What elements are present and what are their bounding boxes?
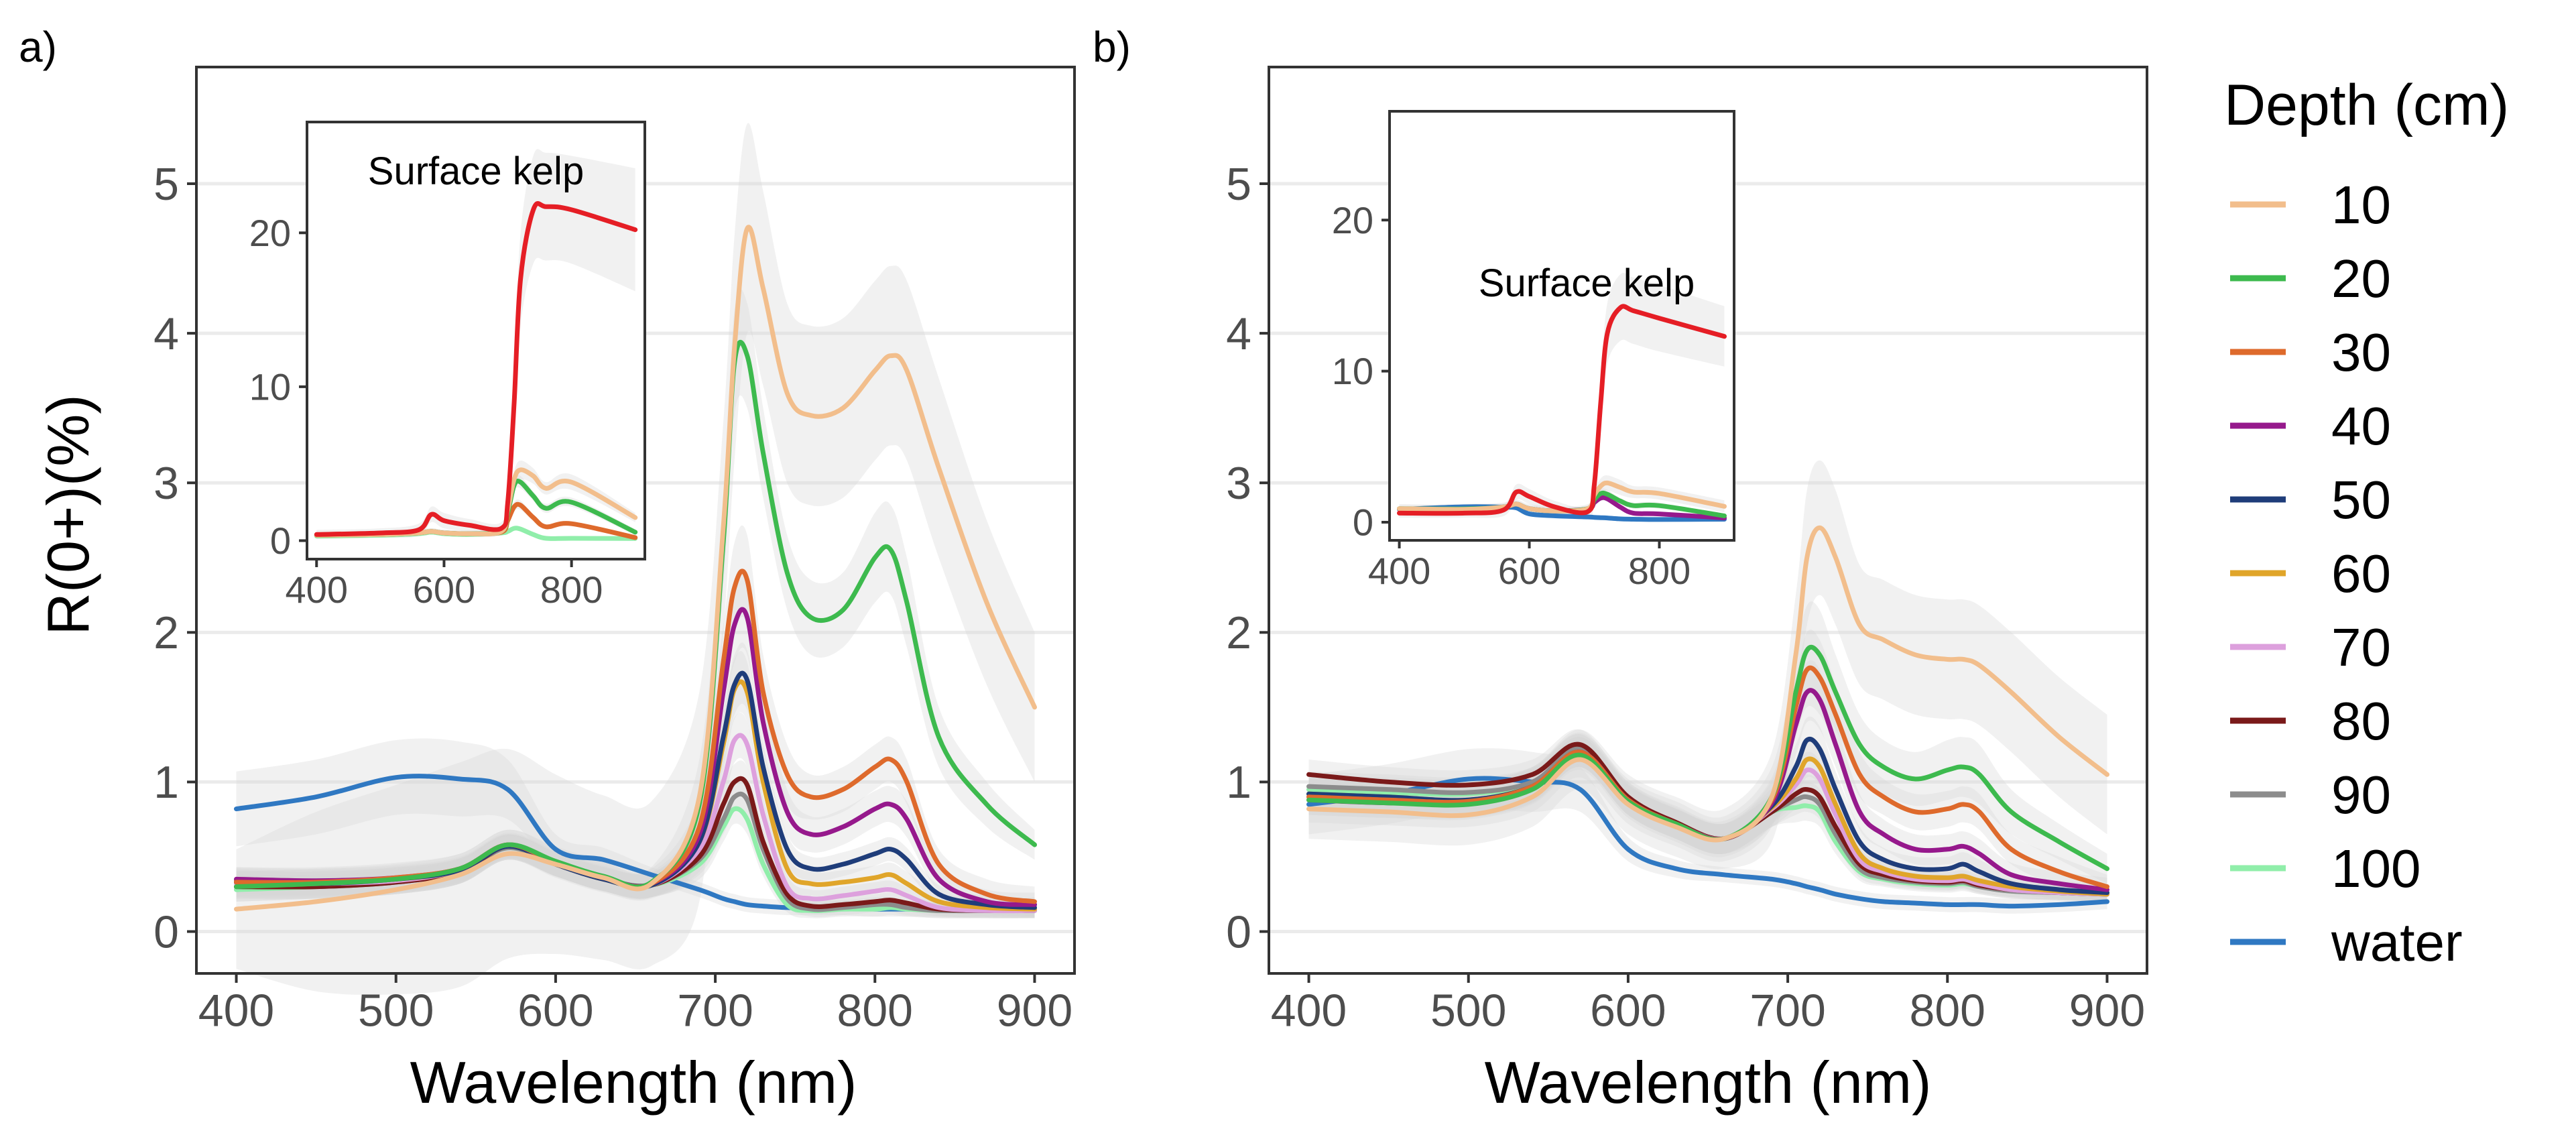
main-b-plot-frame bbox=[1268, 66, 2148, 975]
legend-label-water: water bbox=[2331, 912, 2463, 972]
main-a-y-tick-label-1: 1 bbox=[154, 757, 179, 808]
inset-b-y-tick-label-0: 0 bbox=[1353, 501, 1373, 544]
inset-b-plot-background bbox=[1390, 111, 1734, 540]
inset-b-series-surface-kelp bbox=[1397, 304, 1727, 516]
inset-a-band-10 bbox=[316, 461, 635, 538]
inset-title-a: Surface kelp bbox=[368, 149, 584, 193]
main-b-x-tick-label-600: 600 bbox=[1590, 985, 1666, 1036]
inset-a-band-surface-kelp bbox=[316, 149, 635, 540]
legend-label-20: 20 bbox=[2331, 249, 2391, 308]
legend-label-80: 80 bbox=[2331, 691, 2391, 751]
main-a-y-tick-label-4: 4 bbox=[154, 308, 179, 359]
main-b-band-20 bbox=[1308, 601, 2107, 884]
main-b-series-20 bbox=[1306, 644, 2109, 872]
main-b-band-50 bbox=[1308, 716, 2107, 902]
main-b-band-40 bbox=[1308, 660, 2107, 902]
main-b-y-tick-label-3: 3 bbox=[1226, 458, 1251, 509]
main-a-x-tick-label-900: 900 bbox=[997, 985, 1072, 1036]
legend-label-100: 100 bbox=[2331, 839, 2420, 898]
inset-b-band-surface-kelp bbox=[1399, 273, 1725, 519]
main-b-x-tick-label-400: 400 bbox=[1271, 985, 1347, 1036]
main-a-plot-frame bbox=[195, 66, 1076, 975]
legend-label-30: 30 bbox=[2331, 322, 2391, 382]
inset-a: 400 600 800 0 10 20 Surface kelp bbox=[249, 121, 646, 611]
inset-a-x-tick-label-800: 800 bbox=[540, 568, 603, 611]
legend-title: Depth (cm) bbox=[2224, 73, 2509, 137]
inset-b-y-tick-label-20: 20 bbox=[1332, 199, 1373, 241]
main-a-band-100 bbox=[236, 793, 1035, 918]
main-a-x-tick-label-600: 600 bbox=[517, 985, 593, 1036]
main-a-y-tick-label-3: 3 bbox=[154, 458, 179, 509]
legend-label-50: 50 bbox=[2331, 470, 2391, 530]
panel-label-b: b) bbox=[1093, 23, 1131, 71]
panel-b: 400 500 600 700 800 900 0 1 2 3 4 5 400 600 800 0 10 20 Su… bbox=[1226, 66, 2148, 1036]
main-b-series-30 bbox=[1306, 665, 2109, 890]
main-a-x-tick-label-500: 500 bbox=[358, 985, 434, 1036]
inset-b: 400 600 800 0 10 20 Surface kelp bbox=[1332, 110, 1735, 592]
inset-a-x-tick-label-600: 600 bbox=[413, 568, 475, 611]
main-b-x-tick-label-800: 800 bbox=[1910, 985, 1985, 1036]
main-a-x-tick-label-400: 400 bbox=[198, 985, 274, 1036]
main-a-band-water bbox=[236, 738, 1035, 917]
main-b-y-tick-label-0: 0 bbox=[1226, 906, 1251, 957]
inset-b-x-tick-label-800: 800 bbox=[1628, 550, 1691, 592]
main-b-y-tick-label-1: 1 bbox=[1226, 757, 1251, 808]
main-b-series-10 bbox=[1306, 525, 2109, 843]
inset-a-y-tick-label-10: 10 bbox=[249, 365, 291, 408]
inset-a-y-tick-label-20: 20 bbox=[249, 212, 291, 254]
inset-a-plot-frame bbox=[306, 121, 646, 560]
main-a-series-10 bbox=[234, 225, 1037, 912]
legend-label-10: 10 bbox=[2331, 175, 2391, 235]
inset-a-y-tick-label-0: 0 bbox=[270, 520, 291, 562]
main-a-band-20 bbox=[236, 288, 1035, 902]
legend-label-60: 60 bbox=[2331, 544, 2391, 603]
inset-a-x-tick-label-400: 400 bbox=[286, 568, 348, 611]
main-b-y-tick-label-5: 5 bbox=[1226, 159, 1251, 210]
legend-label-40: 40 bbox=[2331, 396, 2391, 456]
main-a-y-tick-label-2: 2 bbox=[154, 607, 179, 658]
legend-label-90: 90 bbox=[2331, 765, 2391, 825]
main-b-x-tick-label-900: 900 bbox=[2069, 985, 2145, 1036]
x-axis-title-a: Wavelength (nm) bbox=[410, 1049, 857, 1116]
legend: Depth (cm) 10 20 30 40 50 60 70 80 90 100 water bbox=[2224, 73, 2509, 972]
main-a-x-tick-label-700: 700 bbox=[677, 985, 753, 1036]
inset-b-plot-frame bbox=[1388, 110, 1735, 542]
inset-a-plot-background bbox=[307, 122, 645, 559]
main-b-band-80 bbox=[1308, 729, 2107, 902]
main-b-band-90 bbox=[1308, 733, 2107, 902]
main-b-band-10 bbox=[1308, 460, 2107, 870]
inset-b-x-tick-label-600: 600 bbox=[1498, 550, 1560, 592]
main-b-x-tick-label-500: 500 bbox=[1430, 985, 1506, 1036]
main-b-y-tick-label-2: 2 bbox=[1226, 607, 1251, 658]
main-b-band-30 bbox=[1308, 630, 2107, 899]
panel-a: 400 500 600 700 800 900 0 1 2 3 4 5 400 600 800 0 10 20 Su… bbox=[154, 66, 1076, 1036]
main-b-y-tick-label-4: 4 bbox=[1226, 308, 1251, 359]
inset-b-x-tick-label-400: 400 bbox=[1368, 550, 1430, 592]
inset-b-y-tick-label-10: 10 bbox=[1332, 350, 1373, 392]
main-a-band-70 bbox=[236, 712, 1035, 918]
legend-label-70: 70 bbox=[2331, 617, 2391, 677]
main-a-y-tick-label-0: 0 bbox=[154, 906, 179, 957]
main-a-x-tick-label-800: 800 bbox=[837, 985, 913, 1036]
x-axis-title-b: Wavelength (nm) bbox=[1485, 1049, 1932, 1116]
main-b-x-tick-label-700: 700 bbox=[1750, 985, 1825, 1036]
inset-a-series-surface-kelp bbox=[314, 201, 638, 537]
main-a-band-60 bbox=[236, 651, 1035, 918]
main-a-y-tick-label-5: 5 bbox=[154, 159, 179, 210]
y-axis-title-a: R(0+)(%) bbox=[35, 394, 101, 635]
panel-label-a: a) bbox=[19, 23, 57, 71]
inset-title-b: Surface kelp bbox=[1479, 261, 1695, 305]
main-a-band-50 bbox=[236, 642, 1035, 917]
